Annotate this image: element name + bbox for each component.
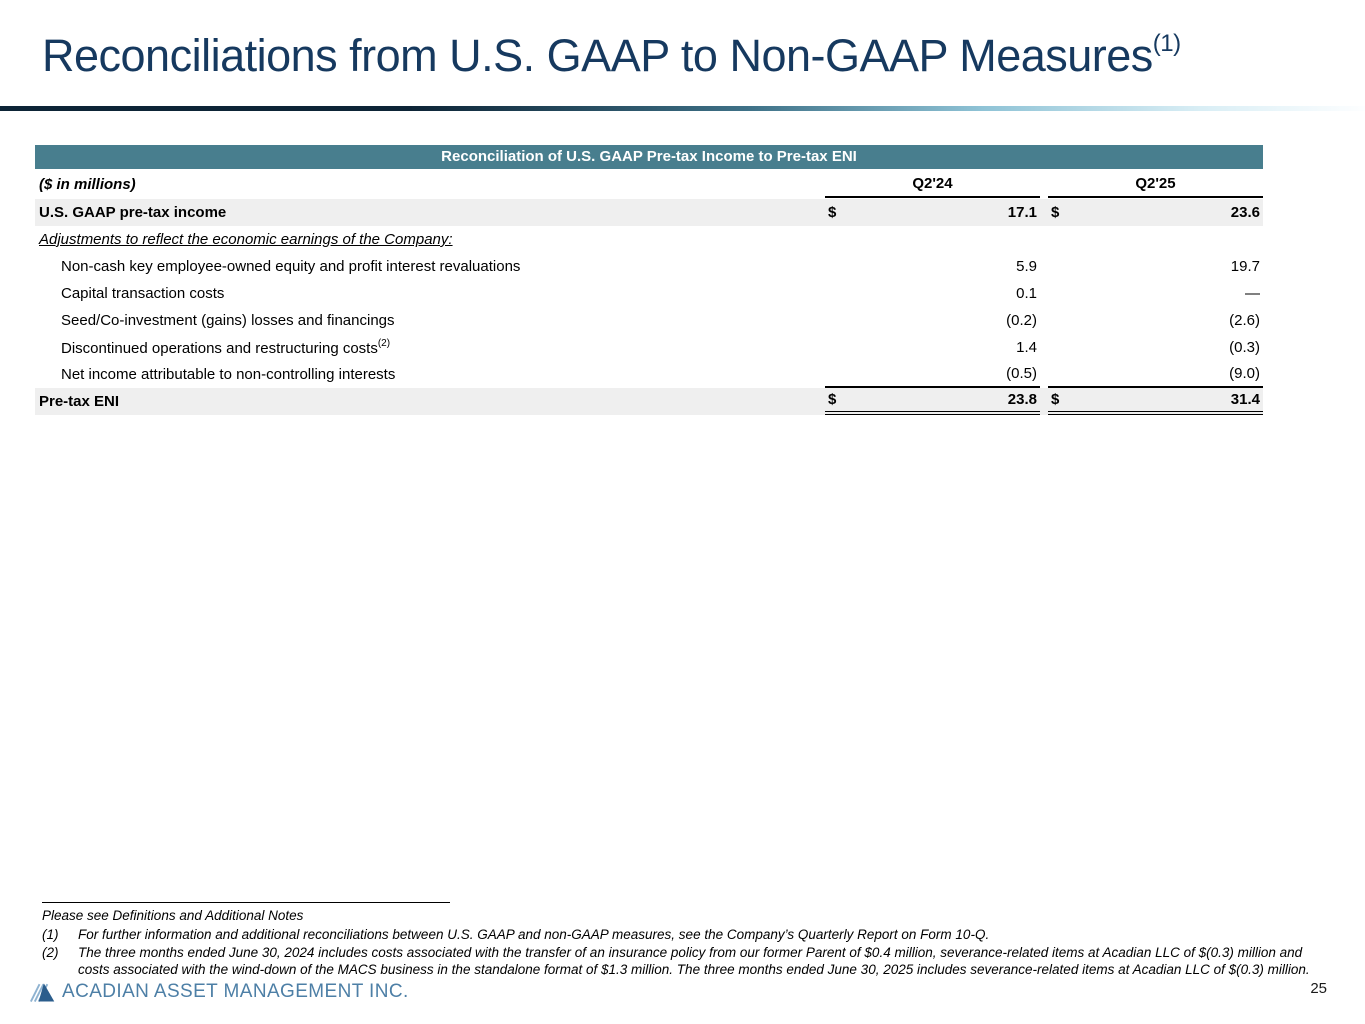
row-label: Pre-tax ENI xyxy=(39,393,120,410)
cell-value-q225: (2.6) xyxy=(1048,307,1263,334)
cell-value-q225: $ 31.4 xyxy=(1048,388,1263,415)
value: (0.5) xyxy=(1006,365,1037,382)
table-row: Non-cash key employee-owned equity and p… xyxy=(35,253,1263,280)
acadian-logo-icon xyxy=(30,983,55,1002)
page-title: Reconciliations from U.S. GAAP to Non-GA… xyxy=(42,30,1181,82)
table-row: Net income attributable to non-controlli… xyxy=(35,361,1263,388)
company-logo: ACADIAN ASSET MANAGEMENT INC. xyxy=(30,981,409,1003)
value: 0.1 xyxy=(1016,285,1037,302)
footnote-number: (1) xyxy=(42,927,59,943)
cell-value-q224: 1.4 xyxy=(825,334,1040,361)
footnotes: Please see Definitions and Additional No… xyxy=(42,902,1327,978)
value: 1.4 xyxy=(1016,339,1037,356)
column-header-q225: Q2'25 xyxy=(1048,171,1263,198)
table-title: Reconciliation of U.S. GAAP Pre-tax Inco… xyxy=(35,145,1263,169)
value: 19.7 xyxy=(1230,258,1260,275)
footnote-text: The three months ended June 30, 2024 inc… xyxy=(78,944,1310,977)
cell-value-q224: 0.1 xyxy=(825,280,1040,307)
cell-value-q225: 19.7 xyxy=(1048,253,1263,280)
row-footnote-ref: (2) xyxy=(377,337,391,349)
value: (0.2) xyxy=(1006,312,1037,329)
units-label: ($ in millions) xyxy=(39,175,136,193)
table-row: Seed/Co-investment (gains) losses and fi… xyxy=(35,307,1263,334)
row-label-text: Discontinued operations and restructurin… xyxy=(61,339,378,357)
footnote-number: (2) xyxy=(42,944,59,960)
value: (2.6) xyxy=(1229,312,1260,329)
cell-value-q224: $ 17.1 xyxy=(825,199,1040,226)
value: 23.6 xyxy=(1230,204,1260,221)
cell-value-q224: 5.9 xyxy=(825,253,1040,280)
title-footnote-ref: (1) xyxy=(1152,30,1181,57)
footnote-1: (1) For further information and addition… xyxy=(42,926,1327,943)
cell-value-q225: $ 23.6 xyxy=(1048,199,1263,226)
row-label: Net income attributable to non-controlli… xyxy=(61,366,396,383)
row-label: Discontinued operations and restructurin… xyxy=(35,337,825,357)
column-header-q224: Q2'24 xyxy=(825,171,1040,198)
table-row: Discontinued operations and restructurin… xyxy=(35,334,1263,361)
footnote-2: (2) The three months ended June 30, 2024… xyxy=(42,944,1327,979)
cell-value-q224: $ 23.8 xyxy=(825,388,1040,415)
footnote-divider xyxy=(42,902,450,903)
value: 5.9 xyxy=(1016,258,1037,275)
value: — xyxy=(1245,285,1260,302)
value: 23.8 xyxy=(1007,391,1037,408)
currency-symbol: $ xyxy=(828,391,837,408)
value: 31.4 xyxy=(1230,391,1260,408)
currency-symbol: $ xyxy=(1051,391,1060,408)
title-divider xyxy=(0,106,1365,111)
page-number: 25 xyxy=(1310,980,1327,997)
row-label: Capital transaction costs xyxy=(61,285,225,302)
value: (0.3) xyxy=(1229,339,1260,356)
value: (9.0) xyxy=(1229,365,1260,382)
row-label: Seed/Co-investment (gains) losses and fi… xyxy=(61,312,395,329)
reconciliation-table: Reconciliation of U.S. GAAP Pre-tax Inco… xyxy=(35,145,1263,415)
logo-text: ACADIAN ASSET MANAGEMENT INC. xyxy=(62,981,409,1002)
footnote-text: For further information and additional r… xyxy=(78,927,990,943)
section-label: Adjustments to reflect the economic earn… xyxy=(39,231,453,248)
table-section-row: Adjustments to reflect the economic earn… xyxy=(35,226,1263,253)
definitions-note: Please see Definitions and Additional No… xyxy=(42,908,304,923)
cell-value-q225: (9.0) xyxy=(1048,361,1263,388)
table-total-row: Pre-tax ENI $ 23.8 $ 31.4 xyxy=(35,388,1263,415)
currency-symbol: $ xyxy=(1051,204,1060,221)
row-label: U.S. GAAP pre-tax income xyxy=(39,204,227,221)
row-label: Non-cash key employee-owned equity and p… xyxy=(61,258,521,275)
table-row: U.S. GAAP pre-tax income $ 17.1 $ 23.6 xyxy=(35,199,1263,226)
cell-value-q225: — xyxy=(1048,280,1263,307)
cell-value-q224: (0.2) xyxy=(825,307,1040,334)
cell-value-q224: (0.5) xyxy=(825,361,1040,388)
page-title-text: Reconciliations from U.S. GAAP to Non-GA… xyxy=(42,30,1153,81)
table-header-row: ($ in millions) Q2'24 Q2'25 xyxy=(35,169,1263,199)
table-row: Capital transaction costs 0.1 — xyxy=(35,280,1263,307)
cell-value-q225: (0.3) xyxy=(1048,334,1263,361)
value: 17.1 xyxy=(1007,204,1037,221)
currency-symbol: $ xyxy=(828,204,837,221)
